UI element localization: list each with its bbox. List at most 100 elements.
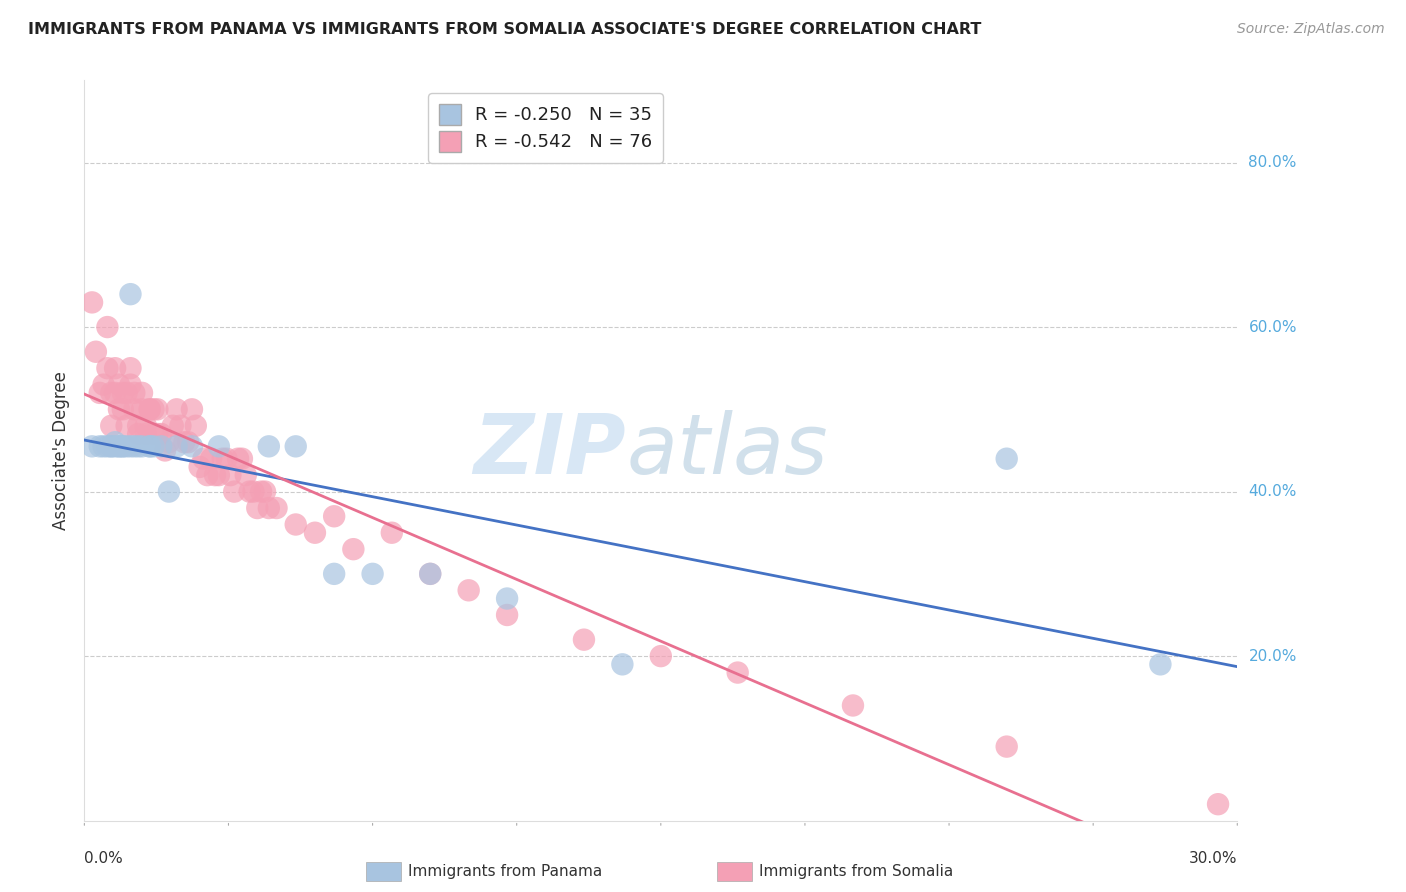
Point (120, 287, 142, 301)
Point (142, 402, 165, 417)
Point (89, 385, 111, 400)
Point (304, 525, 326, 540)
Point (239, 484, 262, 499)
Point (381, 525, 404, 540)
Point (104, 439, 127, 453)
Point (138, 439, 160, 453)
Point (124, 385, 146, 400)
Point (177, 435, 200, 450)
Point (111, 439, 134, 453)
Point (231, 451, 253, 466)
Point (127, 418, 149, 433)
Point (242, 484, 264, 499)
Legend: R = -0.250   N = 35, R = -0.542   N = 76: R = -0.250 N = 35, R = -0.542 N = 76 (427, 93, 664, 162)
Point (184, 418, 207, 433)
Point (457, 583, 479, 598)
Point (131, 439, 153, 453)
Point (195, 468, 218, 483)
Point (215, 451, 238, 466)
Point (419, 566, 441, 581)
Point (127, 427, 149, 442)
Text: Immigrants from Panama: Immigrants from Panama (408, 864, 602, 879)
Point (323, 509, 346, 524)
Point (108, 439, 131, 453)
Point (104, 385, 127, 400)
Point (96, 361, 118, 376)
Point (100, 418, 122, 433)
Point (162, 418, 184, 433)
Point (200, 451, 222, 466)
Point (96, 320, 118, 334)
Point (727, 665, 749, 680)
Point (842, 698, 865, 713)
Point (572, 632, 595, 647)
Point (250, 484, 273, 499)
Point (257, 439, 280, 453)
Point (995, 739, 1018, 754)
Point (995, 451, 1018, 466)
Point (361, 566, 384, 581)
Point (150, 439, 173, 453)
Point (157, 435, 180, 450)
Point (419, 566, 441, 581)
Point (93, 439, 115, 453)
Text: Immigrants from Somalia: Immigrants from Somalia (759, 864, 953, 879)
Point (84, 344, 107, 359)
Point (100, 385, 122, 400)
Point (100, 439, 122, 453)
Point (80, 439, 103, 453)
Text: 30.0%: 30.0% (1189, 851, 1237, 866)
Point (111, 385, 134, 400)
Y-axis label: Associate's Degree: Associate's Degree (52, 371, 70, 530)
Point (257, 501, 280, 516)
Point (284, 517, 307, 532)
Point (169, 418, 191, 433)
Point (115, 385, 138, 400)
Point (1149, 657, 1171, 672)
Text: atlas: atlas (626, 410, 828, 491)
Point (235, 468, 257, 483)
Text: 60.0%: 60.0% (1249, 319, 1296, 334)
Point (142, 427, 165, 442)
Point (208, 468, 231, 483)
Point (204, 468, 226, 483)
Point (157, 484, 180, 499)
Point (323, 566, 346, 581)
Point (138, 402, 160, 417)
Point (650, 649, 672, 664)
Text: IMMIGRANTS FROM PANAMA VS IMMIGRANTS FROM SOMALIA ASSOCIATE'S DEGREE CORRELATION: IMMIGRANTS FROM PANAMA VS IMMIGRANTS FRO… (28, 22, 981, 37)
Point (208, 439, 231, 453)
Point (111, 439, 134, 453)
Point (224, 484, 246, 499)
Point (146, 402, 169, 417)
Point (104, 435, 127, 450)
Point (193, 451, 215, 466)
Point (131, 385, 153, 400)
Point (108, 402, 131, 417)
Point (181, 402, 204, 417)
Point (138, 402, 160, 417)
Point (124, 402, 146, 417)
Point (181, 439, 204, 453)
Point (150, 427, 173, 442)
Point (108, 439, 131, 453)
Point (96, 439, 118, 453)
Point (124, 439, 146, 453)
Point (111, 402, 134, 417)
Point (120, 377, 142, 392)
Point (108, 377, 131, 392)
Point (612, 657, 634, 672)
Point (166, 439, 188, 453)
Point (173, 435, 195, 450)
Point (135, 427, 157, 442)
Point (284, 439, 307, 453)
Point (266, 501, 288, 516)
Point (138, 439, 160, 453)
Point (246, 501, 269, 516)
Point (80, 295, 103, 310)
Point (93, 377, 115, 392)
Point (146, 427, 169, 442)
Text: 0.0%: 0.0% (84, 851, 124, 866)
Point (120, 439, 142, 453)
Point (188, 459, 211, 474)
